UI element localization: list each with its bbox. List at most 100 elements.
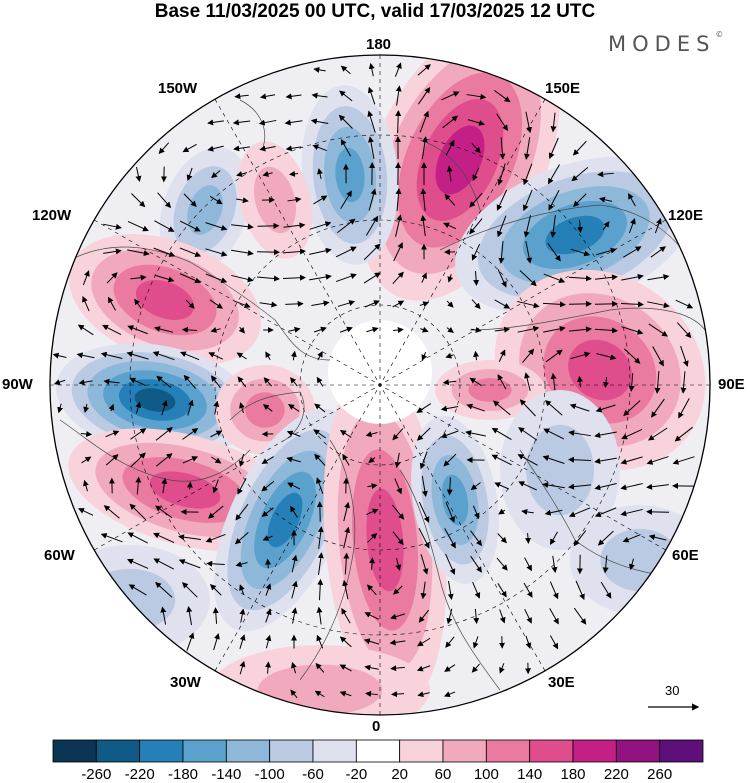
- wind-arrow: [549, 635, 559, 650]
- brand-text: MODES: [608, 32, 716, 56]
- wind-vectors: [52, 62, 696, 699]
- wind-arrow: [309, 247, 332, 255]
- wind-arrow: [654, 371, 661, 394]
- wind-arrow: [127, 249, 150, 257]
- wind-arrow: [522, 189, 533, 212]
- wind-arrow: [473, 608, 480, 625]
- wind-arrow: [498, 508, 506, 515]
- meridian-line: [214, 99, 546, 671]
- wind-arrow: [417, 637, 431, 647]
- coastline: [229, 391, 305, 441]
- wind-arrow: [317, 552, 324, 575]
- wind-arrow: [57, 403, 64, 414]
- wind-arrow: [210, 430, 223, 438]
- wind-arrow: [444, 528, 456, 549]
- wind-arrow: [154, 220, 175, 232]
- wind-arrow: [208, 505, 224, 519]
- wind-arrow: [654, 217, 662, 234]
- wind-arrow: [393, 585, 403, 595]
- wind-arrow: [595, 274, 618, 281]
- wind-arrow: [394, 452, 401, 469]
- wind-arrow: [523, 582, 533, 598]
- wind-arrow: [525, 533, 531, 544]
- wind-arrow: [573, 193, 587, 207]
- wind-arrow: [494, 482, 509, 490]
- wind-arrow: [285, 93, 302, 100]
- wind-arrow: [314, 453, 326, 466]
- wind-arrow: [152, 351, 175, 361]
- wind-arrow: [652, 346, 664, 367]
- wind-arrow: [103, 248, 122, 255]
- wind-arrow: [420, 581, 427, 600]
- wind-arrow: [568, 483, 591, 490]
- anomaly-level: [245, 392, 285, 428]
- wind-arrow: [549, 581, 559, 600]
- wind-arrow: [446, 326, 454, 333]
- wind-arrow: [548, 137, 559, 160]
- wind-arrow: [317, 578, 324, 601]
- lon-label-30w: 30W: [170, 674, 201, 691]
- wind-arrow: [623, 348, 641, 364]
- wind-arrow: [180, 351, 200, 361]
- wind-arrow: [445, 501, 455, 523]
- wind-arrow: [444, 691, 456, 697]
- wind-arrow: [316, 606, 323, 625]
- wind-arrow: [395, 214, 403, 237]
- wind-arrow: [471, 663, 480, 673]
- wind-arrow: [258, 119, 277, 126]
- wind-arrow: [265, 583, 272, 596]
- wind-arrow: [103, 505, 120, 519]
- lon-label-0: 0: [372, 718, 381, 735]
- wind-arrow: [569, 326, 592, 333]
- wind-arrow: [185, 299, 195, 309]
- wind-arrow: [568, 507, 591, 518]
- wind-arrow: [646, 483, 669, 490]
- wind-arrow: [156, 375, 172, 389]
- wind-arrow: [570, 351, 591, 360]
- wind-arrow: [596, 353, 617, 361]
- lon-label-180: 180: [366, 36, 392, 53]
- wind-arrow: [680, 371, 687, 394]
- wind-arrow: [597, 171, 614, 178]
- wind-arrow: [523, 163, 533, 186]
- wind-arrow: [440, 430, 459, 439]
- wind-arrow: [496, 113, 508, 132]
- wind-arrow: [263, 377, 273, 387]
- wind-arrow: [103, 223, 122, 230]
- wind-arrow: [107, 296, 116, 311]
- anomaly-field: [50, 55, 710, 715]
- wind-arrow: [286, 430, 301, 437]
- wind-arrow: [594, 431, 617, 439]
- wind-arrow: [446, 608, 453, 625]
- lon-label-90e: 90E: [718, 376, 745, 393]
- wind-arrow: [239, 608, 246, 623]
- wind-arrow: [419, 451, 428, 470]
- wind-arrow: [573, 530, 587, 547]
- wind-arrow: [497, 269, 507, 288]
- wind-arrow: [493, 89, 511, 103]
- wind-arrow: [471, 299, 481, 310]
- wind-arrow: [421, 136, 428, 159]
- wind-arrow: [235, 561, 248, 568]
- wind-arrow: [205, 533, 226, 543]
- colorbar-tick-label: 180: [560, 766, 586, 783]
- wind-arrow: [573, 607, 587, 625]
- wind-arrow: [130, 452, 146, 468]
- wind-arrow: [369, 557, 376, 570]
- wind-arrow: [339, 430, 352, 438]
- wind-arrow: [418, 527, 430, 549]
- wind-arrow: [160, 606, 167, 625]
- wind-arrow: [568, 430, 591, 437]
- wind-arrow: [499, 137, 506, 160]
- wind-arrow: [444, 664, 456, 672]
- wind-arrow: [262, 171, 273, 177]
- wind-arrow: [231, 223, 254, 230]
- wind-arrow: [135, 401, 142, 414]
- wind-arrow: [366, 508, 379, 516]
- wind-arrow: [440, 405, 459, 412]
- colorbar-tick-label: 20: [391, 766, 408, 783]
- wind-arrow: [211, 456, 222, 464]
- wind-arrow: [157, 192, 172, 209]
- wind-arrow: [236, 352, 247, 360]
- wind-arrow: [209, 299, 224, 309]
